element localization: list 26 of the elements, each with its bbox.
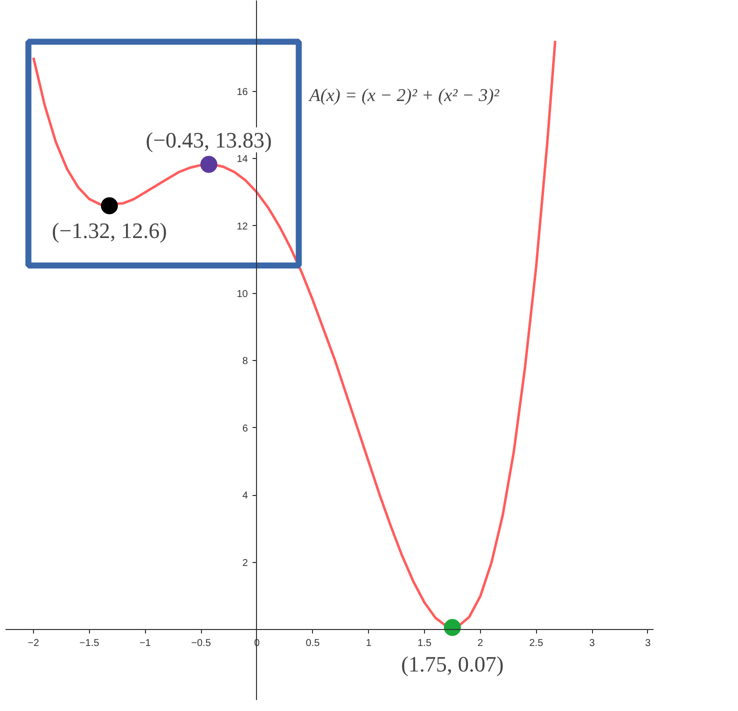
y-tick-label: 12 (236, 221, 248, 232)
annotation: (−0.43, 13.83) (146, 127, 272, 152)
y-tick-label: 10 (236, 288, 248, 300)
x-tick-label: 3 (645, 638, 652, 649)
y-tick-label: 14 (236, 154, 248, 166)
annotation: (−1.32, 12.6) (52, 218, 167, 243)
x-tick-label: 1 (366, 638, 372, 649)
annotation: (1.75, 0.07) (401, 651, 504, 676)
x-tick-label: 3 (589, 638, 596, 649)
y-tick-label: 2 (242, 558, 248, 570)
y-tick-label: 8 (242, 356, 248, 368)
x-tick-label: 2 (478, 638, 484, 649)
x-tick-label: −2 (28, 638, 40, 649)
y-tick-label: 4 (242, 490, 248, 502)
x-tick-label: −1.5 (79, 638, 100, 649)
x-tick-label: 0.5 (306, 638, 320, 649)
x-tick-label: −0.5 (191, 638, 212, 649)
x-tick-label: 1.5 (418, 638, 432, 649)
y-tick-label: 16 (236, 86, 248, 98)
annotation: A(x) = (x − 2)² + (x² − 3)² (308, 84, 500, 105)
point (444, 618, 461, 636)
x-tick-label: −1 (139, 638, 152, 649)
x-tick-label: 2.5 (529, 638, 544, 649)
y-tick-label: 6 (242, 423, 248, 434)
point (100, 197, 118, 214)
point (200, 156, 218, 173)
